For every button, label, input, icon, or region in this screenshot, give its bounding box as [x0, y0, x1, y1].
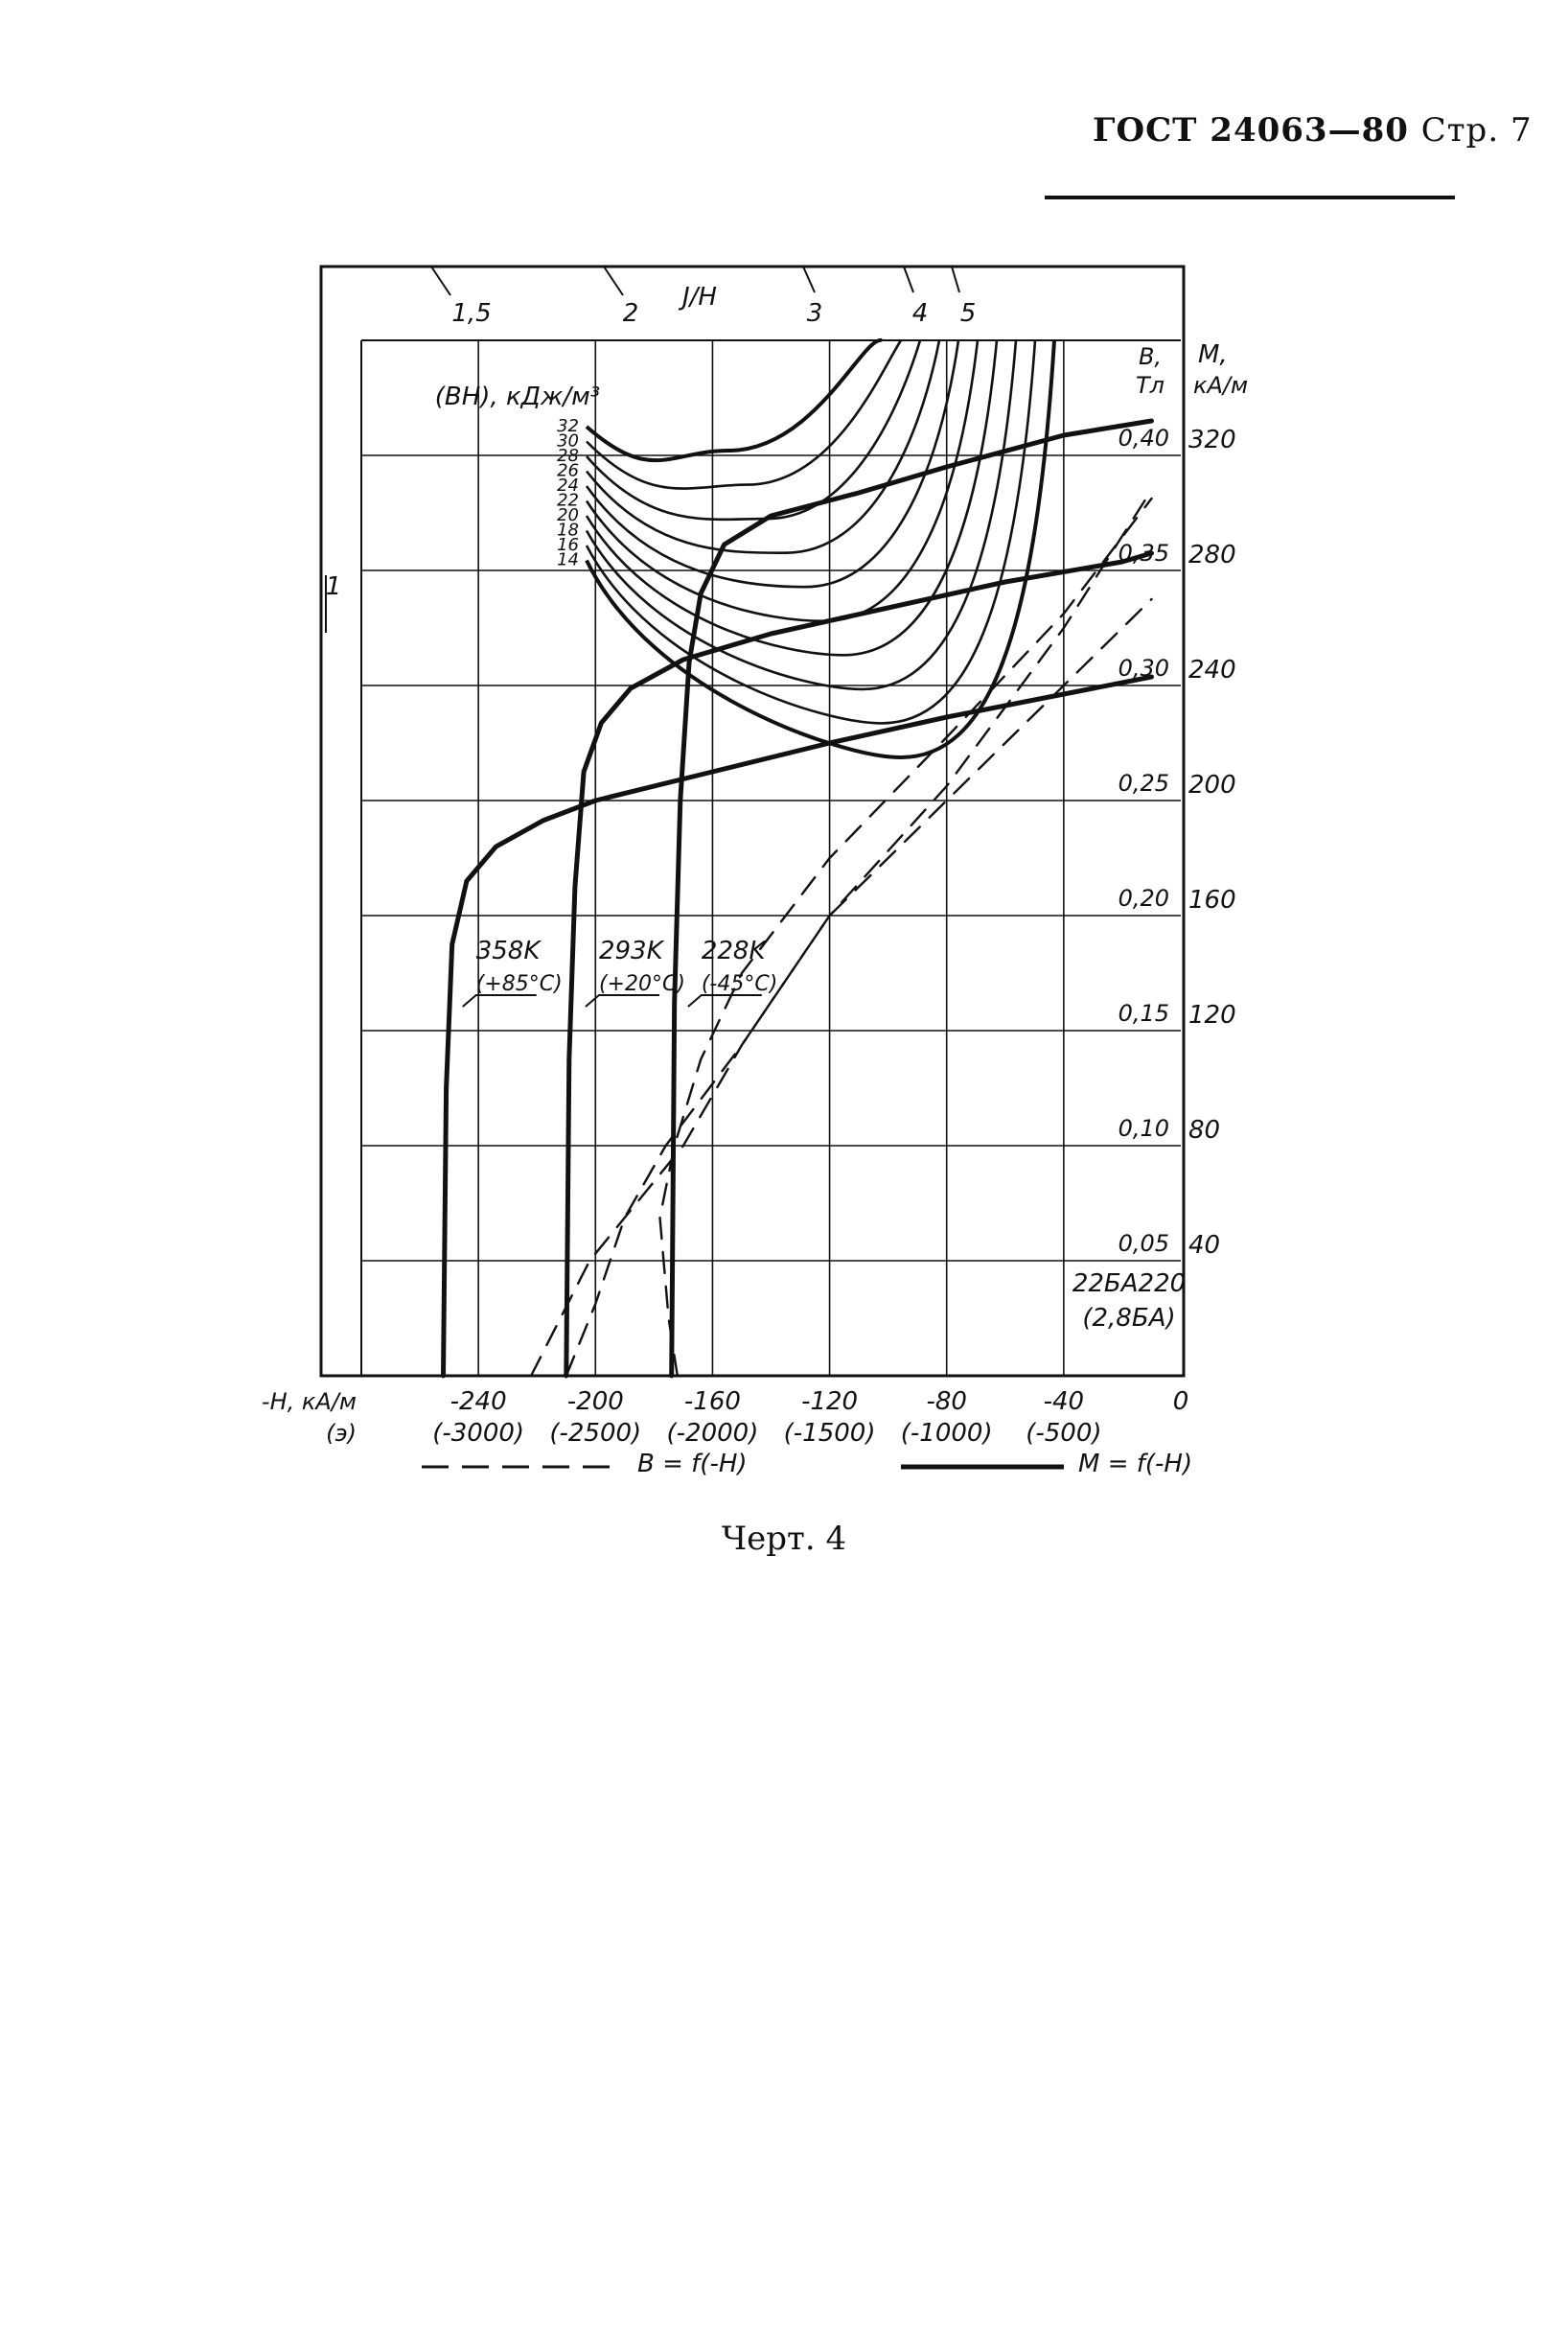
temperature-leader: [462, 994, 537, 1008]
m-tick-label: 120: [1188, 1001, 1236, 1030]
energy-level-label: 22: [557, 491, 579, 511]
energy-curve-18: [585, 339, 1018, 691]
temperature-leader: [687, 994, 762, 1008]
temperature-c-label: (+85°C): [476, 972, 563, 996]
energy-curve-24: [585, 339, 960, 589]
m-tick-label: 160: [1188, 886, 1236, 915]
figure-caption: Черт. 4: [721, 1520, 847, 1558]
outer-frame: [319, 265, 1186, 1378]
m-tick-label: 200: [1188, 771, 1236, 800]
b-tick-label: 0,10: [1118, 1115, 1169, 1142]
chart-labels: -240 (-3000) -200 (-2500) -160 (-2000) -120 (-1…: [262, 283, 1248, 1478]
x-tick-label: -80: [926, 1387, 966, 1416]
energy-level-label: 26: [557, 461, 579, 481]
jh-ratio-label: 3: [807, 299, 823, 328]
x-tick-label: -120: [801, 1387, 858, 1416]
energy-curve-28: [586, 339, 922, 522]
chart-frame: [319, 265, 1186, 1378]
m-axis-label: M,: [1198, 340, 1228, 369]
energy-curve-26: [585, 339, 941, 555]
energy-curve-16: [585, 339, 1037, 725]
m-tick-label: 240: [1188, 656, 1236, 685]
jh-ratio-label: 2: [623, 299, 639, 328]
temperature-c-label: (-45°C): [702, 972, 777, 996]
b-tick-label: 0,20: [1118, 885, 1169, 912]
energy-curve-22: [585, 339, 980, 623]
temperature-k-label: 293K: [599, 937, 665, 965]
material-note: (2,8БА): [1082, 1304, 1175, 1333]
energy-level-label: 30: [557, 431, 579, 452]
temperature-k-label: 228K: [702, 937, 768, 965]
series-curves: [441, 418, 1154, 1379]
x-tick-sublabel: (-1000): [901, 1419, 993, 1448]
legend-dashed-label: B = f(-H): [637, 1450, 748, 1478]
temperature-c-label: (+20°C): [599, 972, 685, 996]
jh-ratio-label: 1,5: [451, 299, 491, 328]
energy-curve-20: [585, 339, 999, 657]
b-tick-label: 0,15: [1118, 1000, 1169, 1027]
b-axis-unit: Тл: [1136, 372, 1164, 399]
jh-pointer: [430, 266, 451, 296]
b-curve-293K: [565, 488, 1153, 1378]
jh-ratio-label: 1: [326, 572, 342, 601]
jh-ratio-label: 4: [912, 299, 929, 328]
m-tick-label: 320: [1188, 426, 1236, 454]
energy-curve-30: [586, 339, 903, 490]
jh-axis-label: J/H: [678, 283, 717, 312]
m-axis-unit: кА/м: [1193, 372, 1248, 399]
x-tick-label: -160: [684, 1387, 741, 1416]
energy-level-label: 32: [557, 416, 579, 436]
material-label: 22БА220: [1072, 1269, 1186, 1298]
x-tick-sublabel: (-500): [1026, 1419, 1101, 1448]
b-tick-label: 0,40: [1118, 425, 1169, 452]
jh-ratio-label: 5: [960, 299, 977, 328]
page-header: ГОСТ 24063—80 Стр. 7: [1093, 111, 1533, 150]
x-tick-sublabel: (-1500): [784, 1419, 876, 1448]
x-tick-label: 0: [1173, 1387, 1189, 1416]
x-tick-label: -40: [1044, 1387, 1084, 1416]
energy-level-label: 28: [557, 446, 579, 466]
energy-level-label: 14: [557, 550, 579, 570]
demagnetization-chart: -240 (-3000) -200 (-2500) -160 (-2000) -120 (-1…: [262, 265, 1248, 1478]
legend-solid-label: M = f(-H): [1078, 1450, 1192, 1478]
temperature-leader: [585, 994, 659, 1008]
x-tick-sublabel: (-2500): [549, 1419, 641, 1448]
page-number: Стр. 7: [1420, 111, 1533, 150]
b-curve-358K: [529, 597, 1153, 1378]
x-axis-label: -H, кА/м: [262, 1388, 357, 1415]
b-tick-label: 0,05: [1118, 1230, 1169, 1257]
energy-level-label: 20: [557, 505, 579, 525]
jh-pointer: [603, 266, 624, 296]
x-tick-sublabel: (-2000): [667, 1419, 759, 1448]
energy-curves: [585, 337, 1056, 760]
header-rule: [1045, 196, 1455, 199]
energy-level-label: 18: [557, 521, 579, 541]
x-tick-label: -200: [567, 1387, 624, 1416]
x-tick-label: -240: [450, 1387, 507, 1416]
b-tick-label: 0,25: [1118, 770, 1169, 797]
chart-grid: [325, 266, 1181, 1376]
m-tick-label: 280: [1188, 541, 1236, 569]
m-tick-label: 40: [1188, 1231, 1220, 1260]
b-tick-label: 0,30: [1118, 655, 1169, 682]
b-axis-label: B,: [1139, 343, 1162, 370]
b-curve-228K: [658, 497, 1153, 1378]
jh-pointer: [802, 266, 816, 293]
energy-axis-label: (BH), кДж/м³: [435, 383, 600, 411]
m-curve-293K: [564, 550, 1154, 1379]
m-tick-label: 80: [1188, 1116, 1220, 1145]
standard-number: ГОСТ 24063—80: [1093, 111, 1409, 150]
x-tick-sublabel: (-3000): [432, 1419, 524, 1448]
jh-pointer: [903, 266, 914, 293]
x-axis-note: (э): [326, 1420, 357, 1447]
m-curve-228K: [669, 418, 1154, 1379]
energy-level-label: 16: [557, 535, 579, 555]
b-tick-label: 0,35: [1118, 540, 1169, 567]
energy-curve-32: [585, 337, 883, 463]
m-curve-358K: [441, 674, 1154, 1379]
temperature-k-label: 358K: [476, 937, 542, 965]
jh-pointer: [951, 266, 960, 293]
energy-level-label: 24: [557, 476, 579, 496]
